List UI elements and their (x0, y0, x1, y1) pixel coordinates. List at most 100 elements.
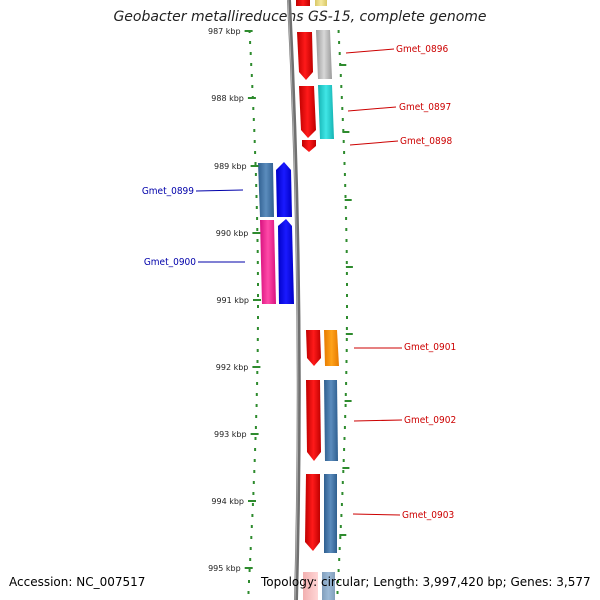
ruler-dot (254, 437, 257, 440)
gene-arrow-gray-0896[interactable] (316, 30, 332, 79)
gene-arrow-blue-1[interactable] (276, 162, 292, 217)
ruler-dot (345, 327, 348, 330)
ruler-dot (256, 250, 259, 253)
gene-arrow-red-5[interactable] (305, 474, 320, 551)
ruler-kbp-label: 991 kbp (216, 296, 249, 305)
gene-arrow-steel-0903[interactable] (324, 474, 337, 553)
gene-label-gmet-0898[interactable]: Gmet_0898 (400, 136, 452, 147)
ruler-dot (256, 327, 259, 330)
ruler-dot (256, 228, 259, 231)
ruler-dot (346, 316, 348, 319)
ruler-dot (340, 85, 343, 88)
gene-label-gmet-0902[interactable]: Gmet_0902 (404, 415, 456, 426)
gene-label-gmet-0897[interactable]: Gmet_0897 (399, 102, 451, 113)
ruler-dot (256, 360, 259, 363)
ruler-dot (344, 415, 347, 418)
gene-arrow-red-3[interactable] (306, 330, 321, 366)
ruler-dot (254, 162, 257, 165)
gene-label-gmet-0900[interactable]: Gmet_0900 (144, 257, 196, 268)
ruler-dot (345, 261, 348, 264)
ruler-major-tick (252, 366, 261, 368)
gene-arrow-pink-0900[interactable] (260, 220, 276, 304)
ruler-dot (256, 349, 259, 352)
ruler-dot (252, 481, 255, 484)
ruler-dotted-track (247, 30, 348, 594)
ruler-dot (251, 514, 254, 517)
ruler-dot (345, 217, 348, 220)
ruler-dot (255, 404, 258, 407)
gene-arrow-cyan-0897[interactable] (318, 85, 334, 139)
ruler-dot (252, 118, 255, 121)
ruler-major-tick (250, 433, 259, 435)
gene-arrow-orange-0901[interactable] (324, 330, 339, 366)
ruler-dot (345, 239, 348, 242)
ruler-dot (254, 426, 257, 429)
ruler-dot (345, 250, 348, 253)
ruler-dot (251, 85, 254, 88)
ruler-dot (256, 239, 259, 242)
gene-arrow-steel-0899[interactable] (258, 163, 274, 217)
ruler-dot (345, 360, 348, 363)
ruler-dot (257, 294, 259, 297)
gene-arrow-red-2[interactable] (299, 86, 316, 138)
ruler-dot (342, 129, 345, 132)
gene-labels: Gmet_0896 Gmet_0897 Gmet_0898 Gmet_0899 … (142, 44, 456, 521)
gene-arrow-red-4[interactable] (306, 380, 321, 461)
ruler-dot (341, 118, 344, 121)
ruler-dot (255, 415, 258, 418)
ruler-dot (346, 305, 348, 308)
ruler-dot (247, 591, 250, 594)
gene-arrow-partial-bottom-pink[interactable] (303, 572, 318, 600)
ruler-kbp-label: 993 kbp (214, 430, 247, 439)
ruler-kbp-label: 988 kbp (211, 94, 244, 103)
ruler-dot (345, 272, 348, 275)
gene-arrow-partial-top-red[interactable] (296, 0, 310, 6)
accession-text: Accession: NC_007517 (9, 575, 146, 589)
ruler-dot (345, 371, 348, 374)
ruler-major-tick (339, 64, 347, 66)
ruler-kbp-label: 995 kbp (208, 564, 241, 573)
gene-arrow-blue-2[interactable] (278, 219, 294, 304)
gene-label-leader-lines (195, 48, 403, 516)
ruler-dot (343, 162, 346, 165)
ruler-dot (250, 74, 253, 77)
ruler-dot (250, 536, 253, 539)
ruler-dot (251, 503, 254, 506)
ruler-dot (257, 283, 259, 286)
ruler-kbp-label: 994 kbp (211, 497, 244, 506)
gene-label-gmet-0899[interactable]: Gmet_0899 (142, 186, 194, 197)
ruler-dot (253, 140, 256, 143)
ruler-dot (256, 272, 259, 275)
ruler-labels: 987 kbp 988 kbp 989 kbp 990 kbp 991 kbp 992 k… (208, 27, 353, 573)
ruler-dot (252, 492, 255, 495)
gene-features (258, 0, 339, 600)
ruler-dot (341, 481, 344, 484)
ruler-dot (343, 426, 346, 429)
ruler-major-tick (345, 333, 353, 335)
gene-arrow-red-1[interactable] (297, 32, 313, 80)
ruler-dot (254, 151, 257, 154)
gene-label-gmet-0896[interactable]: Gmet_0896 (396, 44, 448, 55)
ruler-dot (252, 107, 255, 110)
ruler-dot (343, 151, 346, 154)
ruler-major-tick (244, 30, 253, 32)
map-title: Geobacter metallireducens GS-15, complet… (113, 9, 487, 25)
gene-arrow-red-0898[interactable] (302, 140, 316, 152)
ruler-dot (342, 140, 345, 143)
gene-arrow-steel-0902[interactable] (324, 380, 338, 461)
ruler-dot (341, 492, 344, 495)
topology-text: Topology: circular; Length: 3,997,420 bp… (261, 575, 591, 589)
ruler-dot (343, 437, 346, 440)
gene-label-gmet-0901[interactable]: Gmet_0901 (404, 342, 456, 353)
genome-backbone-line (287, 0, 301, 600)
ruler-dot (256, 217, 259, 220)
ruler-dot (339, 536, 342, 539)
gene-arrow-partial-top-yellow[interactable] (315, 0, 327, 6)
ruler-major-tick (248, 500, 256, 502)
gene-arrow-partial-bottom-steel[interactable] (322, 572, 335, 600)
ruler-dot (343, 173, 346, 176)
gene-label-gmet-0903[interactable]: Gmet_0903 (402, 510, 454, 521)
ruler-dot (346, 294, 348, 297)
ruler-dot (344, 195, 347, 198)
